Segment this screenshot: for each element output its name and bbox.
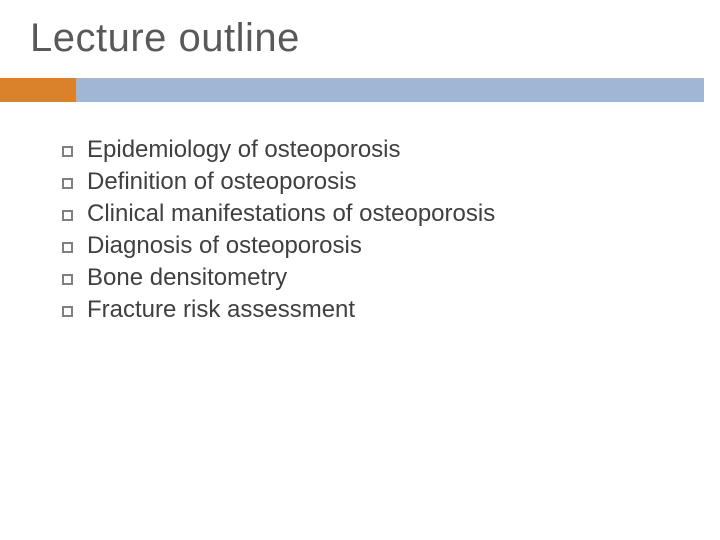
list-item: Definition of osteoporosis	[62, 167, 495, 197]
square-bullet-icon	[62, 146, 73, 157]
list-item-label: Clinical manifestations of osteoporosis	[87, 199, 495, 229]
list-item-label: Definition of osteoporosis	[87, 167, 356, 197]
list-item-label: Bone densitometry	[87, 263, 287, 293]
title-rule	[0, 78, 720, 102]
list-item: Epidemiology of osteoporosis	[62, 135, 495, 165]
list-item: Fracture risk assessment	[62, 295, 495, 325]
square-bullet-icon	[62, 178, 73, 189]
list-item-label: Fracture risk assessment	[87, 295, 355, 325]
square-bullet-icon	[62, 242, 73, 253]
rule-blue-segment	[76, 78, 704, 102]
slide: Lecture outline Epidemiology of osteopor…	[0, 0, 720, 540]
square-bullet-icon	[62, 306, 73, 317]
square-bullet-icon	[62, 210, 73, 221]
outline-list: Epidemiology of osteoporosisDefinition o…	[62, 135, 495, 327]
list-item: Diagnosis of osteoporosis	[62, 231, 495, 261]
square-bullet-icon	[62, 274, 73, 285]
list-item: Bone densitometry	[62, 263, 495, 293]
list-item-label: Epidemiology of osteoporosis	[87, 135, 401, 165]
rule-orange-segment	[0, 78, 76, 102]
slide-title: Lecture outline	[30, 16, 300, 61]
list-item: Clinical manifestations of osteoporosis	[62, 199, 495, 229]
list-item-label: Diagnosis of osteoporosis	[87, 231, 362, 261]
